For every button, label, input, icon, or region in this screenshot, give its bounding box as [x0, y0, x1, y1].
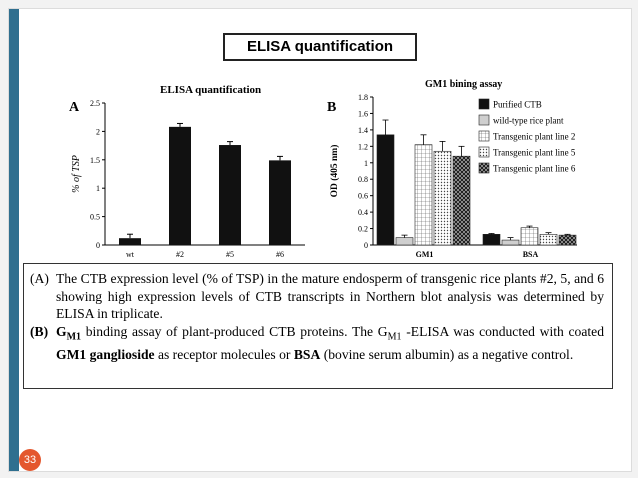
- caption-b-sub2: M1: [387, 331, 402, 343]
- panel-a-ytick-label: 2: [96, 127, 100, 136]
- caption-a-label: (A): [30, 271, 49, 286]
- page-number: 33: [19, 449, 41, 471]
- panel-b-legend-label: Transgenic plant line 6: [493, 164, 576, 174]
- slide: ELISA quantification ELISA quantificatio…: [8, 8, 632, 472]
- panel-a-ytick-label: 2.5: [90, 99, 100, 108]
- caption-b-m1: M1: [66, 331, 82, 343]
- panel-a-title: ELISA quantification: [160, 84, 261, 96]
- caption-a: (A) The CTB expression level (% of TSP) …: [30, 270, 604, 323]
- panel-b-legend-swatch: [478, 146, 490, 158]
- panel-b-bar-GM1-4: [452, 155, 471, 246]
- panel-b-xtick-label: BSA: [523, 250, 539, 259]
- caption-a-text: The CTB expression level (% of TSP) in t…: [56, 271, 604, 321]
- panel-b-letter: B: [327, 100, 336, 115]
- panel-a-xtick-label: wt: [126, 250, 135, 259]
- caption-b-text1: binding assay of plant-produced CTB prot…: [81, 323, 388, 339]
- panel-a-xtick-label: #5: [226, 250, 234, 259]
- slide-title: ELISA quantification: [223, 33, 417, 61]
- panel-a-letter: A: [69, 100, 80, 115]
- panel-b-ytick-label: 0.2: [358, 225, 368, 234]
- panel-b-bar-BSA-0: [482, 234, 501, 246]
- panel-b-bar-BSA-4: [558, 234, 577, 246]
- panel-a-ylabel: % of TSP: [71, 155, 82, 193]
- panel-a-ytick-label: 0: [96, 241, 100, 250]
- panel-b-bar-BSA-2: [520, 227, 539, 246]
- panel-b-bar-GM1-1: [395, 237, 414, 246]
- panel-b-bar-GM1-0: [376, 134, 395, 246]
- caption-b-bold2: BSA: [293, 346, 321, 362]
- panel-a-xtick-label: #2: [176, 250, 184, 259]
- panel-b-ytick-label: 0.4: [358, 208, 368, 217]
- panel-b-ytick-label: 0.8: [358, 175, 368, 184]
- panel-b-bar-GM1-3: [433, 150, 452, 246]
- panel-b-legend-swatch: [478, 98, 490, 110]
- caption-b-g: G: [56, 323, 67, 339]
- panel-b-bar-BSA-1: [501, 239, 520, 246]
- panel-b-ylabel: OD (405 nm): [329, 145, 340, 198]
- caption-b-label: (B): [30, 323, 49, 339]
- panel-b-bar-BSA-3: [539, 234, 558, 246]
- panel-b-title: GM1 bining assay: [425, 79, 502, 90]
- panel-a-bar-#2: [169, 126, 191, 245]
- panel-b-ytick-label: 1.6: [358, 109, 368, 118]
- panel-b-legend-label: Purified CTB: [493, 100, 542, 110]
- caption-b-text3: as receptor molecules or: [154, 346, 294, 362]
- panel-b-ytick-label: 1: [364, 159, 368, 168]
- panel-b-legend-label: Transgenic plant line 2: [493, 132, 575, 142]
- panel-a-ytick-label: 1: [96, 184, 100, 193]
- panel-a-bar-#5: [219, 145, 241, 245]
- panel-b-ytick-label: 1.8: [358, 93, 368, 102]
- panel-b-legend-swatch: [478, 162, 490, 174]
- caption-b-text2: -ELISA was conducted with coated: [401, 323, 604, 339]
- panel-a-bar-#6: [269, 160, 291, 245]
- panel-a-ytick-label: 0.5: [90, 213, 100, 222]
- panel-b-ytick-label: 0: [364, 241, 368, 250]
- caption-b-text: GM1 binding assay of plant-produced CTB …: [56, 323, 604, 364]
- panel-b-ytick-label: 0.6: [358, 192, 368, 201]
- panel-a-bar-wt: [119, 238, 141, 245]
- slide-accent-bar: [9, 9, 19, 471]
- panel-b: GM1 bining assay B OD (405 nm) 0 0.2 0.4 0.6 0.…: [327, 79, 577, 259]
- panel-b-bar-GM1-2: [414, 144, 433, 246]
- caption-b: (B) GM1 binding assay of plant-produced …: [30, 323, 604, 364]
- chart-figure: ELISA quantification A % of TSP 0 0.5 1 1.5 2 2.…: [69, 79, 577, 259]
- panel-b-ytick-label: 1.4: [358, 126, 368, 135]
- panel-a-ytick-label: 1.5: [90, 156, 100, 165]
- caption-b-bold1: GM1 ganglioside: [56, 346, 155, 362]
- panel-a-xtick-label: #6: [276, 250, 284, 259]
- figure-caption: (A) The CTB expression level (% of TSP) …: [23, 263, 613, 389]
- panel-b-legend-label: wild-type rice plant: [493, 116, 564, 126]
- panel-b-legend-label: Transgenic plant line 5: [493, 148, 576, 158]
- caption-b-text4: (bovine serum albumin) as a negative con…: [320, 346, 574, 362]
- panel-a: ELISA quantification A % of TSP 0 0.5 1 1.5 2 2.…: [69, 84, 305, 259]
- panel-b-xtick-label: GM1: [416, 250, 434, 259]
- panel-b-ytick-label: 1.2: [358, 142, 368, 151]
- panel-b-legend-swatch: [478, 114, 490, 126]
- panel-b-legend-swatch: [478, 130, 490, 142]
